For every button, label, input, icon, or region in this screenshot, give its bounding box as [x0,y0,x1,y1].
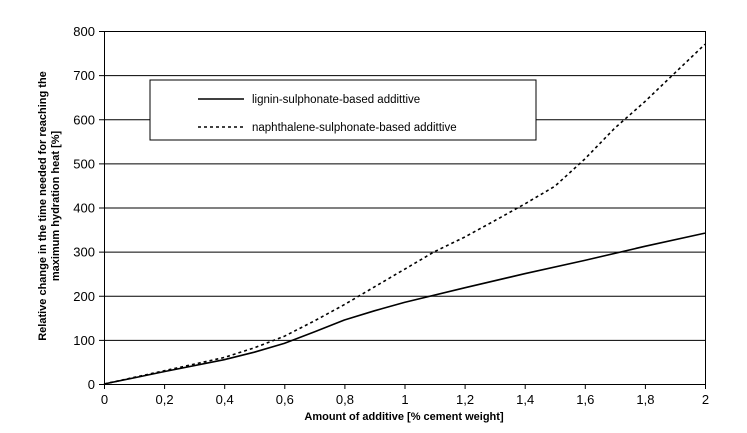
x-tick-label-5: 1 [401,392,408,407]
x-tick-label-1: 0,2 [156,392,174,407]
x-tick-label-4: 0,8 [336,392,354,407]
legend-label-lignin: lignin-sulphonate-based addittive [252,94,420,106]
x-tick-label-8: 1,6 [576,392,594,407]
y-axis-label-line-2: maximum hydration heat [%] [50,130,62,281]
y-tick-label-5: 500 [73,156,95,171]
series-group [103,43,706,385]
y-tick-label-3: 300 [73,245,95,260]
x-tick-label-10: 2 [702,392,709,407]
x-tick-label-0: 0 [101,392,108,407]
legend-box [149,79,537,141]
y-axis-label-line-1: Relative change in the time needed for r… [37,71,49,341]
y-tick-label-0: 0 [88,377,95,392]
x-tick-label-3: 0,6 [276,392,294,407]
x-ticks: 0 0,2 0,4 0,6 0,8 1 1,2 1,4 1,6 1,8 2 [101,384,709,407]
x-tick-label-7: 1,4 [516,392,534,407]
y-tick-label-6: 600 [73,112,95,127]
grid [104,31,705,341]
y-tick-label-2: 200 [73,289,95,304]
legend-label-naphthalene: naphthalene-sulphonate-based addittive [252,122,457,134]
legend: lignin-sulphonate-based addittive naphth… [149,79,537,141]
y-tick-label-4: 400 [73,201,95,216]
y-tick-label-8: 800 [73,24,95,39]
y-tick-label-7: 700 [73,68,95,83]
y-axis-label: Relative change in the time needed for r… [37,71,62,341]
x-axis-label: Amount of additive [% cement weight] [304,411,504,423]
x-tick-label-2: 0,4 [216,392,234,407]
y-tick-label-1: 100 [73,333,95,348]
x-tick-label-6: 1,2 [456,392,474,407]
y-ticks: 0 100 200 300 400 500 600 700 800 [73,24,104,392]
x-tick-label-9: 1,8 [636,392,654,407]
series-line-lignin [103,232,706,385]
